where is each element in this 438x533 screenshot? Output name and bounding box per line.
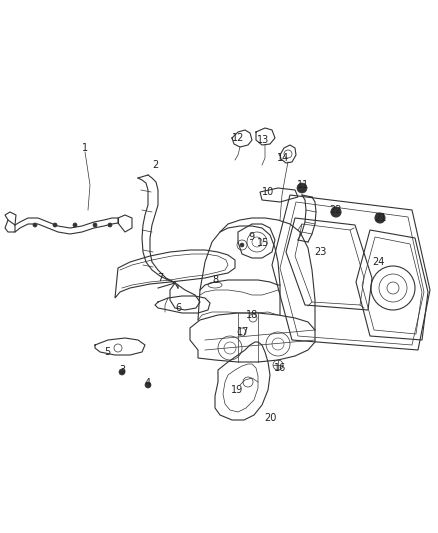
- Circle shape: [108, 223, 112, 227]
- Circle shape: [240, 243, 244, 247]
- Text: 8: 8: [212, 275, 218, 285]
- Text: 19: 19: [231, 385, 243, 395]
- Text: 1: 1: [82, 143, 88, 153]
- Circle shape: [297, 183, 307, 193]
- Text: 13: 13: [257, 135, 269, 145]
- Circle shape: [33, 223, 37, 227]
- Text: 22: 22: [330, 205, 342, 215]
- Text: 11: 11: [297, 180, 309, 190]
- Text: 2: 2: [152, 160, 158, 170]
- Text: 24: 24: [372, 257, 384, 267]
- Circle shape: [331, 207, 341, 217]
- Text: 9: 9: [248, 232, 254, 242]
- Text: 21: 21: [374, 213, 386, 223]
- Text: 20: 20: [264, 413, 276, 423]
- Text: 7: 7: [157, 273, 163, 283]
- Text: 18: 18: [246, 310, 258, 320]
- Text: 4: 4: [145, 378, 151, 388]
- Circle shape: [119, 369, 125, 375]
- Text: 15: 15: [257, 238, 269, 248]
- Text: 10: 10: [262, 187, 274, 197]
- Circle shape: [93, 223, 97, 227]
- Circle shape: [375, 213, 385, 223]
- Circle shape: [145, 382, 151, 388]
- Text: 17: 17: [237, 327, 249, 337]
- Text: 5: 5: [104, 347, 110, 357]
- Text: 6: 6: [175, 303, 181, 313]
- Text: 16: 16: [274, 363, 286, 373]
- Circle shape: [73, 223, 77, 227]
- Text: 14: 14: [277, 153, 289, 163]
- Text: 23: 23: [314, 247, 326, 257]
- Text: 12: 12: [232, 133, 244, 143]
- Text: 3: 3: [119, 365, 125, 375]
- Circle shape: [53, 223, 57, 227]
